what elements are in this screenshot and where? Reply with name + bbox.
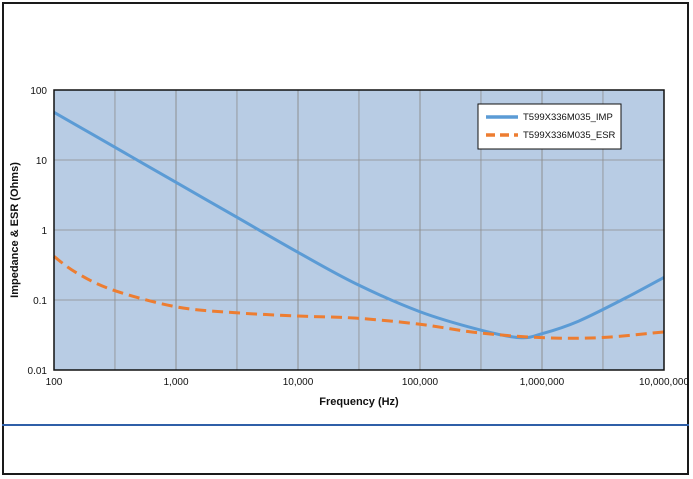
bottom-divider <box>2 424 689 426</box>
series-lines <box>53 111 665 340</box>
x-tick-label: 10,000 <box>283 377 314 388</box>
y-tick-label: 0.01 <box>28 366 48 377</box>
x-tick-label: 1,000,000 <box>520 377 565 388</box>
y-axis-title: Impedance & ESR (Ohms) <box>9 162 21 298</box>
y-tick-label: 0.1 <box>33 296 47 307</box>
legend: T599X336M035_IMP T599X336M035_ESR <box>477 103 622 150</box>
legend-label-esr: T599X336M035_ESR <box>523 130 616 141</box>
x-tick-label: 1,000 <box>163 377 188 388</box>
x-tick-label: 100 <box>46 377 63 388</box>
x-axis-title: Frequency (Hz) <box>319 396 399 408</box>
x-tick-label: 100,000 <box>402 377 439 388</box>
x-tick-label: 10,000,000 <box>639 377 689 388</box>
y-tick-label: 1 <box>41 226 47 237</box>
legend-box <box>477 103 622 150</box>
legend-label-imp: T599X336M035_IMP <box>523 112 613 123</box>
y-tick-labels: 0.01 0.1 1 10 100 <box>28 86 48 377</box>
y-tick-label: 100 <box>30 86 47 97</box>
x-tick-labels: 100 1,000 10,000 100,000 1,000,000 10,000,000 <box>46 377 690 388</box>
y-tick-label: 10 <box>36 156 48 167</box>
series-line-imp <box>53 111 665 340</box>
plot-border <box>53 89 665 371</box>
